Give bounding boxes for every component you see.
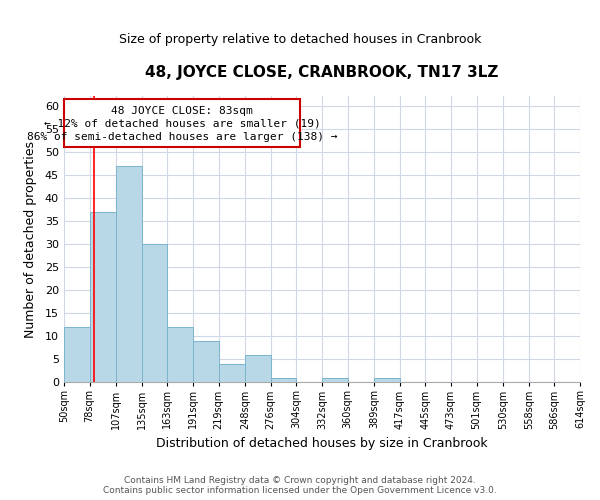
Bar bbox=[218, 364, 245, 382]
Y-axis label: Number of detached properties: Number of detached properties bbox=[23, 141, 37, 338]
Bar bbox=[89, 212, 116, 382]
Bar bbox=[193, 341, 218, 382]
Bar bbox=[64, 99, 300, 147]
Text: 48 JOYCE CLOSE: 83sqm: 48 JOYCE CLOSE: 83sqm bbox=[111, 106, 253, 116]
Text: ← 12% of detached houses are smaller (19): ← 12% of detached houses are smaller (19… bbox=[44, 118, 320, 128]
Bar bbox=[116, 166, 142, 382]
Text: Contains HM Land Registry data © Crown copyright and database right 2024.: Contains HM Land Registry data © Crown c… bbox=[124, 476, 476, 485]
Bar bbox=[271, 378, 296, 382]
Text: 86% of semi-detached houses are larger (138) →: 86% of semi-detached houses are larger (… bbox=[26, 132, 337, 142]
Bar bbox=[167, 327, 193, 382]
Title: 48, JOYCE CLOSE, CRANBROOK, TN17 3LZ: 48, JOYCE CLOSE, CRANBROOK, TN17 3LZ bbox=[145, 65, 499, 80]
Bar bbox=[245, 354, 271, 382]
Bar bbox=[322, 378, 347, 382]
Text: Contains public sector information licensed under the Open Government Licence v3: Contains public sector information licen… bbox=[103, 486, 497, 495]
Bar bbox=[142, 244, 167, 382]
Bar bbox=[374, 378, 400, 382]
Bar bbox=[64, 327, 89, 382]
X-axis label: Distribution of detached houses by size in Cranbrook: Distribution of detached houses by size … bbox=[156, 437, 488, 450]
Text: Size of property relative to detached houses in Cranbrook: Size of property relative to detached ho… bbox=[119, 32, 481, 46]
